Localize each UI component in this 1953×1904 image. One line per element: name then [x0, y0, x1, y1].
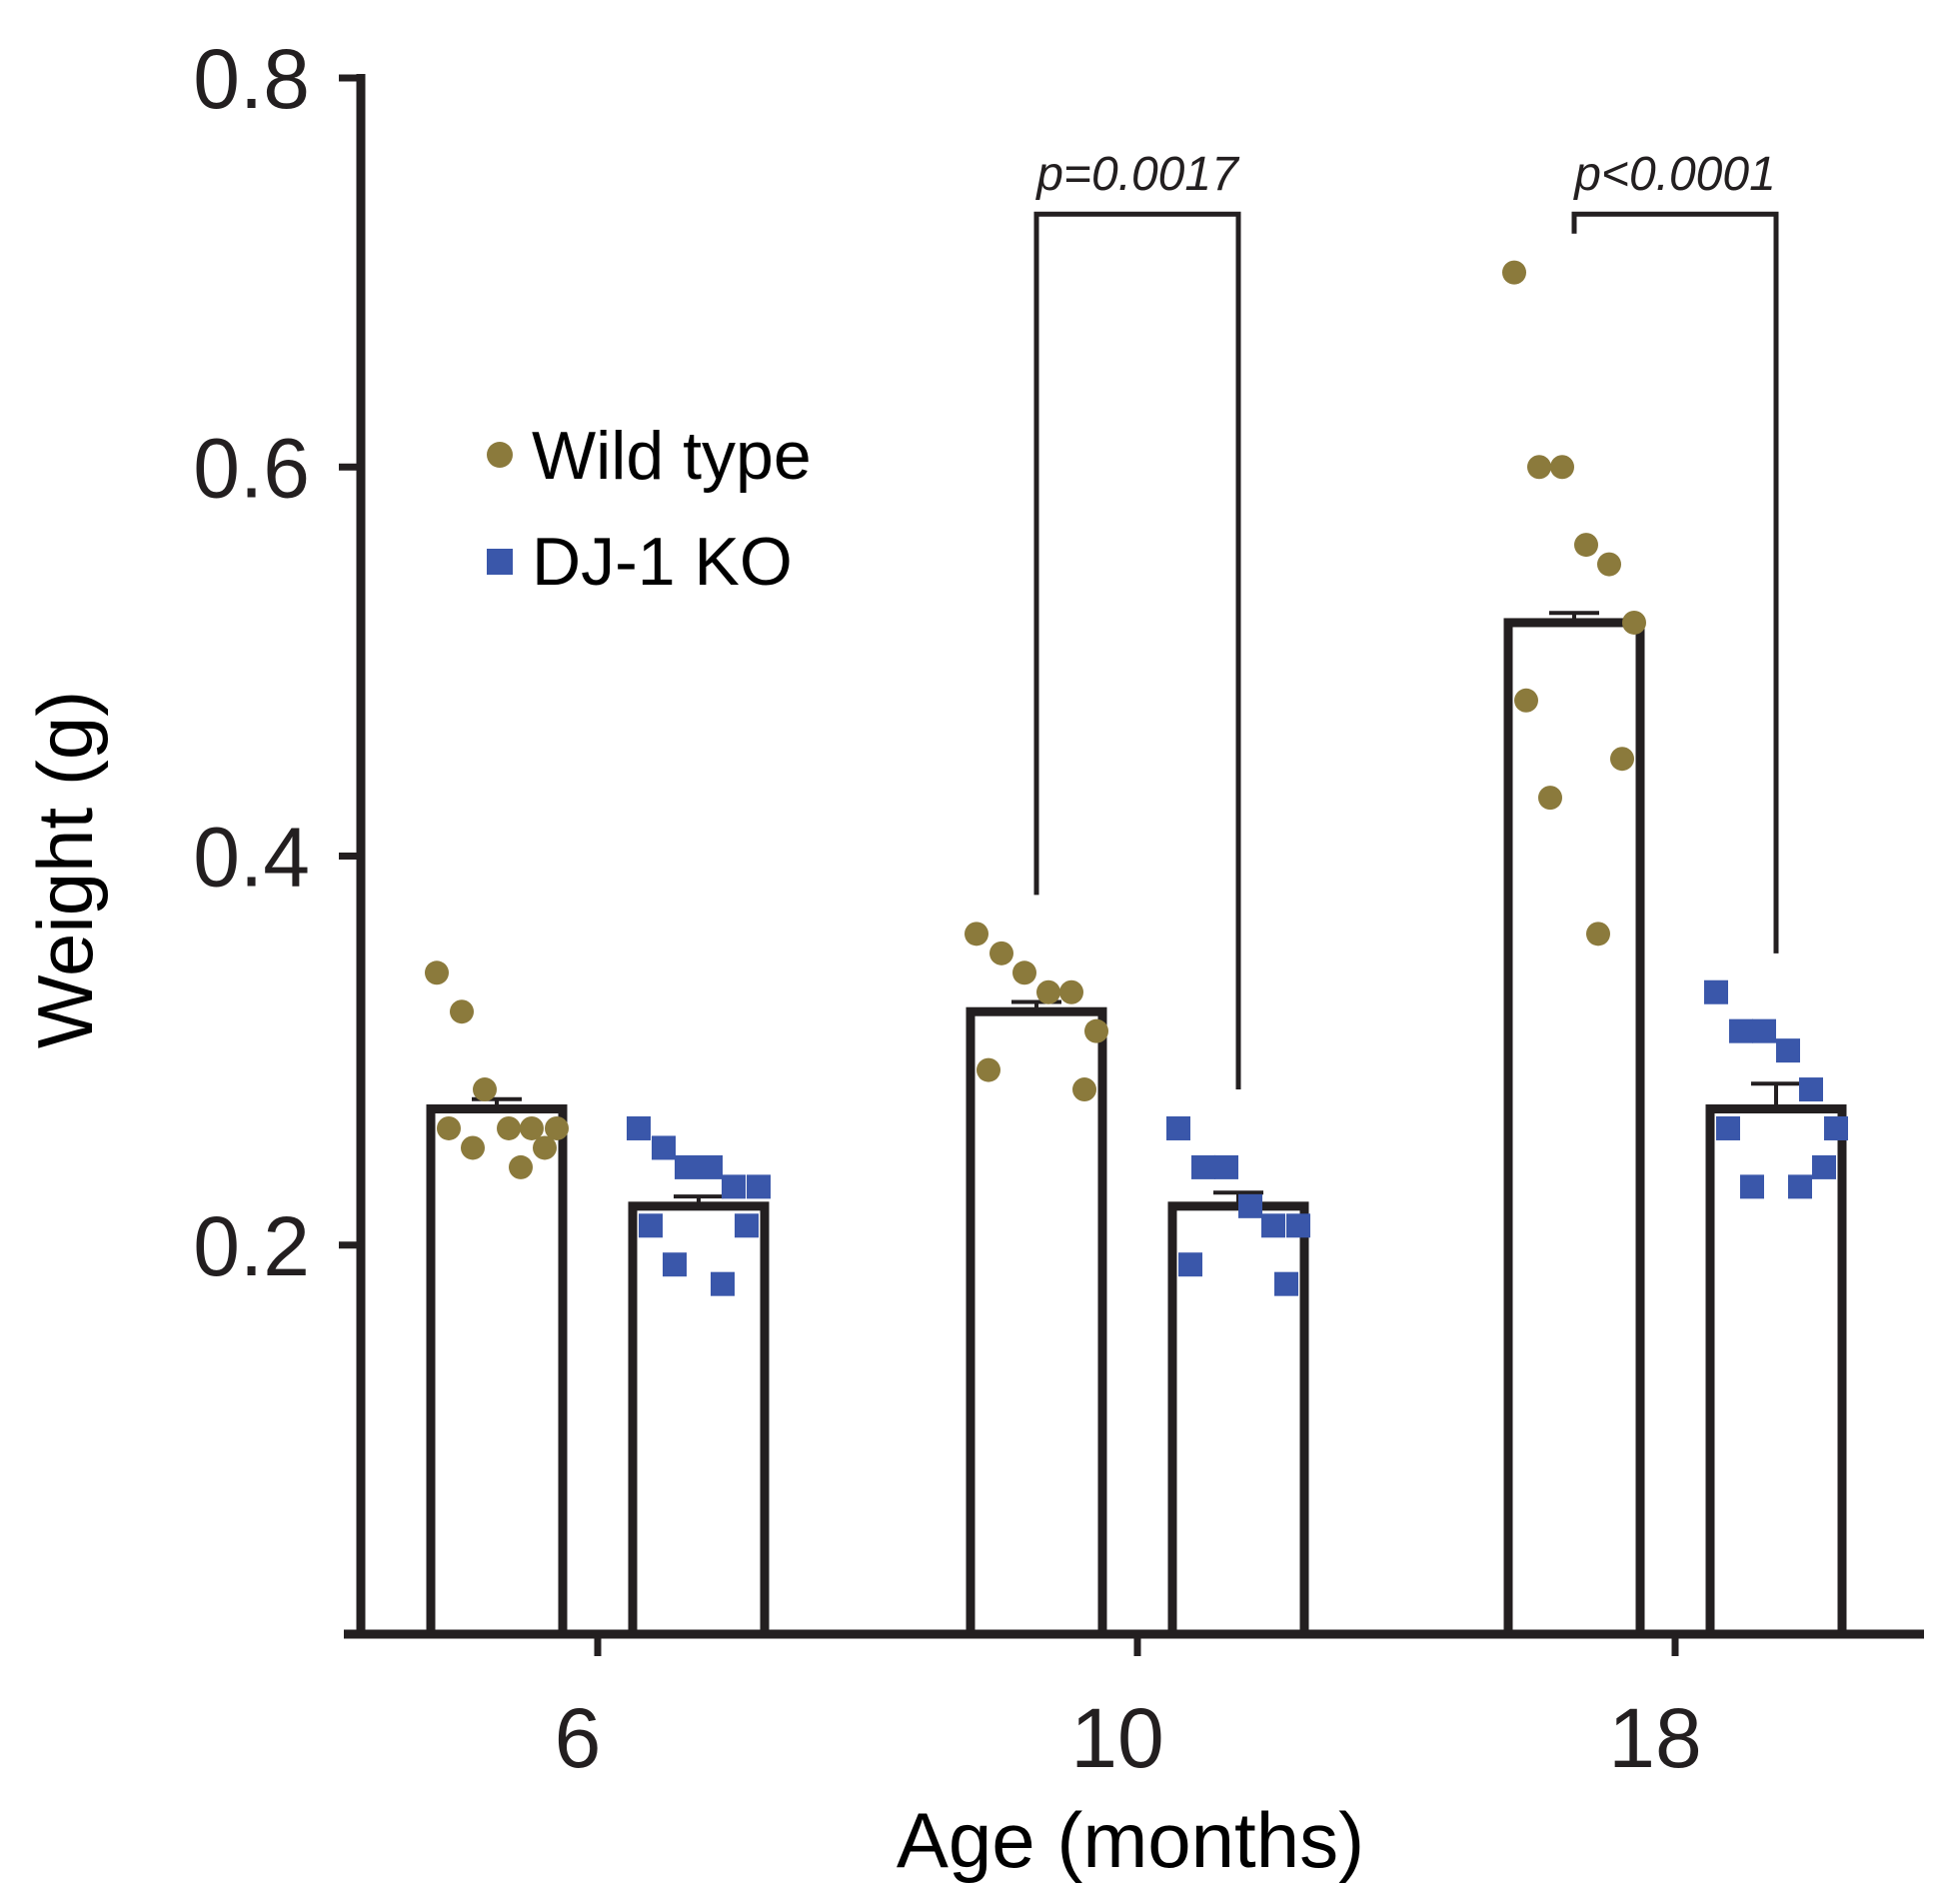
data-point-dj1-ko [1716, 1115, 1740, 1140]
data-point-dj1-ko [639, 1213, 663, 1238]
data-point-wild-type [1527, 455, 1551, 480]
data-point-wild-type [1610, 747, 1634, 772]
data-point-dj1-ko [1812, 1154, 1836, 1179]
data-point-dj1-ko [663, 1252, 687, 1277]
data-point-dj1-ko [1274, 1271, 1298, 1296]
data-point-wild-type [1586, 922, 1610, 947]
bar-dj1-ko-18 [1705, 1104, 1847, 1639]
data-point-dj1-ko [735, 1213, 759, 1238]
x-tick-label: 6 [555, 1691, 602, 1785]
legend: Wild type DJ-1 KO [487, 418, 812, 600]
data-point-dj1-ko [1729, 1018, 1753, 1043]
data-point-dj1-ko [1776, 1038, 1800, 1063]
data-point-wild-type [1538, 786, 1562, 811]
data-point-wild-type [1514, 688, 1538, 713]
y-tick-label: 0.8 [193, 32, 310, 126]
axes-layer: 0.2 0.4 0.6 0.8 6 10 18 [193, 32, 1924, 1785]
data-point-wild-type [1502, 260, 1526, 285]
legend-marker-wild-type [487, 442, 513, 468]
bar-wild-type-10 [966, 1006, 1107, 1639]
bar-dj1-ko-6 [628, 1201, 770, 1639]
data-point-dj1-ko [1788, 1174, 1812, 1199]
legend-marker-dj1-ko [487, 549, 513, 575]
x-tick-label: 18 [1608, 1691, 1701, 1785]
data-point-wild-type [509, 1154, 533, 1179]
data-point-dj1-ko [1166, 1115, 1190, 1140]
data-point-wild-type [1072, 1077, 1096, 1102]
y-tick-label: 0.4 [193, 811, 310, 905]
y-axis-title: Weight (g) [21, 691, 109, 1048]
data-point-wild-type [497, 1115, 521, 1140]
data-point-wild-type [437, 1115, 461, 1140]
data-point-dj1-ko [1824, 1115, 1848, 1140]
data-point-wild-type [1574, 533, 1598, 558]
bar-wild-type-6 [426, 1104, 568, 1639]
data-point-dj1-ko [1261, 1213, 1285, 1238]
data-point-dj1-ko [1238, 1193, 1262, 1218]
data-point-dj1-ko [627, 1115, 651, 1140]
data-point-wild-type [976, 1057, 1000, 1082]
data-point-wild-type [1036, 979, 1060, 1004]
x-axis-title: Age (months) [897, 1796, 1364, 1884]
data-point-dj1-ko [1740, 1174, 1764, 1199]
data-point-dj1-ko [711, 1271, 735, 1296]
data-point-dj1-ko [1286, 1213, 1310, 1238]
legend-label-wild-type: Wild type [532, 418, 812, 494]
data-point-wild-type [1622, 610, 1646, 635]
data-point-dj1-ko [675, 1154, 699, 1179]
y-tick-label: 0.2 [193, 1199, 310, 1293]
data-point-wild-type [545, 1115, 569, 1140]
data-point-dj1-ko [1704, 979, 1728, 1004]
data-point-wild-type [473, 1077, 497, 1102]
y-tick-label: 0.6 [193, 421, 310, 515]
data-point-wild-type [1059, 979, 1083, 1004]
data-point-dj1-ko [722, 1174, 746, 1199]
data-point-wild-type [1012, 960, 1036, 985]
data-point-dj1-ko [1799, 1077, 1823, 1102]
data-point-dj1-ko [1178, 1252, 1202, 1277]
data-point-dj1-ko [699, 1154, 723, 1179]
data-point-wild-type [450, 999, 474, 1024]
x-tick-label: 10 [1070, 1691, 1163, 1785]
data-point-wild-type [461, 1135, 485, 1160]
bar-wild-type-18 [1503, 618, 1645, 1639]
p-value-label: p<0.0001 [1572, 148, 1776, 201]
data-point-wild-type [425, 960, 449, 985]
points-layer [425, 260, 1848, 1296]
data-point-dj1-ko [1191, 1154, 1215, 1179]
legend-label-dj1-ko: DJ-1 KO [532, 524, 793, 600]
data-point-dj1-ko [1752, 1018, 1776, 1043]
significance-bracket [1571, 211, 1779, 953]
data-point-wild-type [1084, 1018, 1108, 1043]
data-point-wild-type [989, 941, 1013, 965]
data-point-wild-type [1550, 455, 1574, 480]
data-point-wild-type [520, 1115, 544, 1140]
data-point-dj1-ko [747, 1174, 771, 1199]
data-point-wild-type [965, 922, 988, 947]
significance-bracket [1033, 211, 1241, 1090]
data-point-dj1-ko [652, 1135, 676, 1160]
data-point-wild-type [1597, 552, 1621, 577]
p-value-label: p=0.0017 [1034, 148, 1240, 201]
data-point-dj1-ko [1214, 1154, 1238, 1179]
data-point-wild-type [533, 1135, 557, 1160]
annotations-layer: p=0.0017 p<0.0001 [1033, 148, 1779, 1090]
